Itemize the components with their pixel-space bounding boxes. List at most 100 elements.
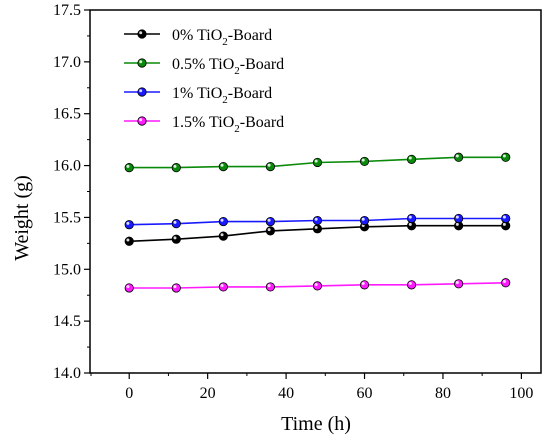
plot-frame — [89, 9, 542, 374]
data-point — [454, 152, 464, 162]
marker-highlight — [314, 159, 318, 163]
data-point — [454, 213, 464, 224]
data-point — [265, 216, 275, 227]
marker-highlight — [220, 284, 224, 288]
y-axis-title: Weight (g) — [11, 175, 33, 261]
marker-highlight — [173, 220, 177, 224]
y-tick-label: 14.0 — [53, 365, 81, 382]
data-point — [312, 215, 323, 226]
data-point — [265, 282, 275, 292]
marker-highlight — [139, 31, 143, 35]
data-point — [218, 231, 228, 241]
series-0 — [124, 221, 511, 246]
data-point — [265, 162, 275, 172]
marker-highlight — [220, 218, 224, 222]
y-axis-ticks: 14.0 14.5 15.0 15.5 16.0 16.5 17.0 17.5 — [53, 2, 90, 382]
data-point — [501, 152, 511, 162]
data-point — [312, 224, 323, 234]
series-2 — [124, 213, 511, 230]
data-point — [359, 280, 370, 290]
data-point — [454, 279, 464, 289]
y-tick-label: 15.0 — [53, 261, 81, 278]
legend-item: 0% TiO2-Board — [124, 27, 272, 48]
data-point — [124, 163, 134, 173]
x-tick-label: 20 — [200, 385, 216, 402]
marker-highlight — [267, 284, 271, 288]
marker-highlight — [408, 156, 412, 160]
data-point — [171, 283, 181, 293]
x-axis-title: Time (h) — [281, 413, 351, 435]
marker-highlight — [139, 60, 143, 64]
data-point — [359, 215, 370, 226]
x-tick-label: 40 — [278, 385, 294, 402]
legend-label: 0.5% TiO2-Board — [172, 56, 284, 77]
data-point — [171, 234, 181, 244]
data-point — [171, 219, 181, 229]
data-point — [359, 156, 370, 167]
data-point — [124, 220, 134, 230]
legend-item: 1.5% TiO2-Board — [124, 114, 284, 135]
data-point — [265, 226, 275, 236]
marker-highlight — [139, 89, 143, 93]
marker-highlight — [267, 228, 271, 232]
marker-highlight — [314, 283, 318, 287]
marker-highlight — [455, 154, 459, 158]
marker-highlight — [455, 281, 459, 285]
data-point — [312, 281, 323, 291]
data-point — [124, 236, 134, 246]
x-tick-label: 0 — [125, 385, 133, 402]
legend-marker — [137, 87, 147, 97]
data-point — [218, 282, 228, 292]
marker-highlight — [126, 285, 130, 289]
marker-highlight — [267, 163, 271, 167]
marker-highlight — [502, 222, 506, 226]
series-layer — [124, 152, 511, 293]
legend-label: 0% TiO2-Board — [172, 27, 272, 48]
marker-highlight — [220, 233, 224, 237]
marker-highlight — [408, 215, 412, 219]
marker-highlight — [126, 221, 130, 225]
plot-area-border — [89, 9, 542, 374]
marker-highlight — [408, 222, 412, 226]
y-tick-label: 15.5 — [53, 209, 81, 226]
data-point — [501, 213, 511, 224]
marker-highlight — [220, 163, 224, 167]
marker-highlight — [173, 164, 177, 168]
marker-highlight — [455, 215, 459, 219]
legend-item: 1% TiO2-Board — [124, 85, 272, 106]
marker-highlight — [502, 154, 506, 158]
legend-item: 0.5% TiO2-Board — [124, 56, 284, 77]
x-axis-ticks: 0 20 40 60 80 100 — [90, 373, 533, 402]
data-point — [406, 213, 417, 224]
series-3 — [124, 278, 511, 293]
marker-highlight — [455, 222, 459, 226]
marker-highlight — [139, 118, 143, 122]
y-tick-label: 16.0 — [53, 158, 81, 175]
y-tick-label: 17.5 — [53, 2, 81, 19]
data-point — [218, 216, 228, 227]
marker-highlight — [173, 236, 177, 240]
data-point — [406, 154, 417, 164]
marker-highlight — [361, 158, 365, 162]
series-1 — [124, 152, 511, 173]
data-point — [406, 280, 417, 290]
data-point — [124, 283, 134, 293]
marker-highlight — [314, 217, 318, 221]
x-tick-label: 80 — [435, 385, 451, 402]
y-tick-label: 14.5 — [53, 313, 81, 330]
marker-highlight — [314, 226, 318, 230]
legend-label: 1% TiO2-Board — [172, 85, 272, 106]
x-tick-label: 60 — [357, 385, 373, 402]
legend: 0% TiO2-Board 0.5% TiO2-Board 1% TiO2-Boar… — [124, 27, 284, 135]
data-point — [171, 163, 181, 173]
marker-highlight — [361, 217, 365, 221]
legend-marker — [137, 58, 147, 68]
data-point — [501, 278, 511, 288]
marker-highlight — [126, 238, 130, 242]
legend-label: 1.5% TiO2-Board — [172, 114, 284, 135]
y-tick-label: 16.5 — [53, 106, 81, 123]
data-point — [218, 162, 228, 172]
legend-marker — [137, 116, 147, 126]
y-tick-label: 17.0 — [53, 54, 81, 71]
